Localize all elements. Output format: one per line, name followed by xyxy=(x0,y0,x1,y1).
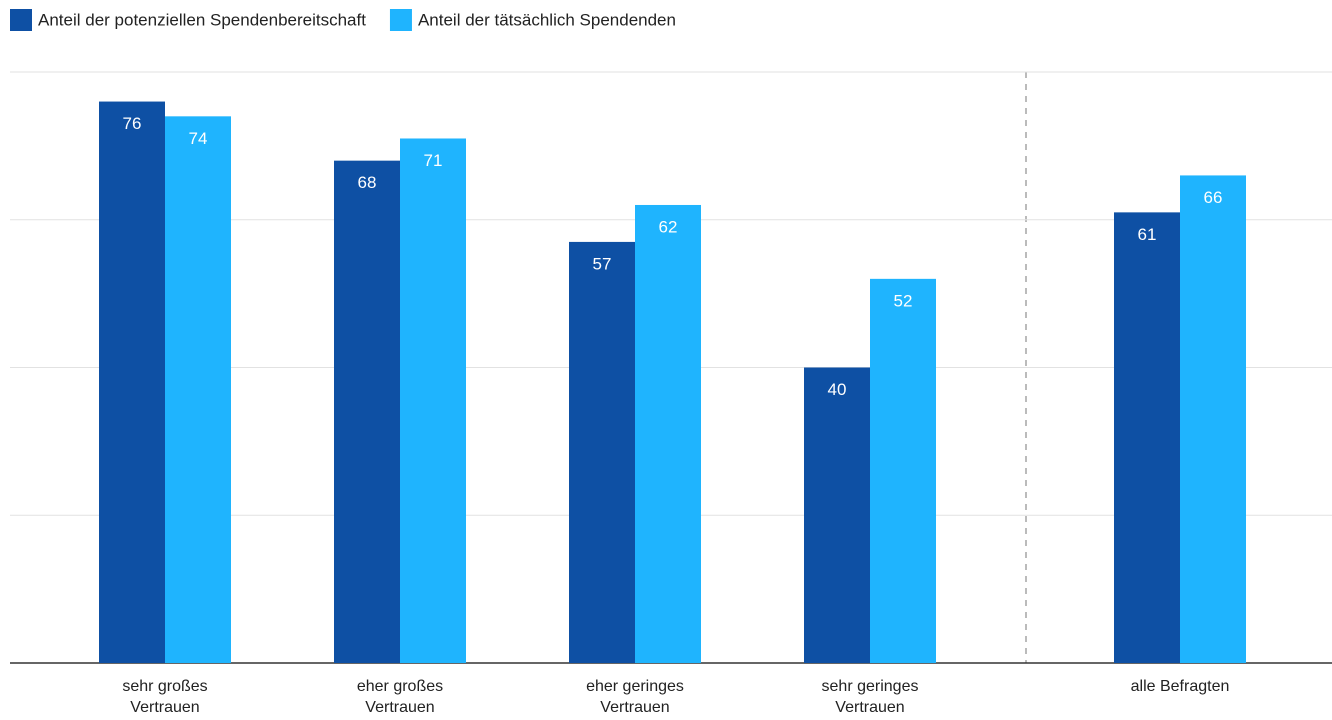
value-label: 68 xyxy=(358,173,377,192)
legend-label: Anteil der tätsächlich Spendenden xyxy=(418,10,676,29)
bar xyxy=(635,204,701,663)
bar xyxy=(870,278,936,663)
x-tick-label: alle Befragten xyxy=(1130,678,1230,695)
x-tick-label: sehr geringes Vertrauen xyxy=(821,678,919,716)
value-label: 62 xyxy=(659,217,678,236)
value-label: 61 xyxy=(1138,225,1157,244)
value-label: 76 xyxy=(123,114,142,133)
bar xyxy=(334,160,400,663)
bar xyxy=(1114,212,1180,664)
legend-label: Anteil der potenziellen Spendenbereitsch… xyxy=(38,10,366,29)
value-label: 71 xyxy=(424,151,443,170)
bar xyxy=(99,101,165,664)
value-label: 66 xyxy=(1204,188,1223,207)
bar xyxy=(1180,175,1246,664)
bar xyxy=(569,241,635,663)
bar xyxy=(400,138,466,664)
legend-swatch xyxy=(10,9,32,31)
x-tick-label: sehr großes Vertrauen xyxy=(122,678,208,716)
bar xyxy=(165,116,231,663)
value-label: 74 xyxy=(189,129,208,148)
value-label: 40 xyxy=(828,380,847,399)
legend-swatch xyxy=(389,9,412,31)
x-tick-label: eher großes Vertrauen xyxy=(356,678,444,716)
x-tick-label: eher geringes Vertrauen xyxy=(586,678,684,716)
bar xyxy=(804,367,870,663)
value-label: 57 xyxy=(593,254,612,273)
value-label: 52 xyxy=(894,291,913,310)
